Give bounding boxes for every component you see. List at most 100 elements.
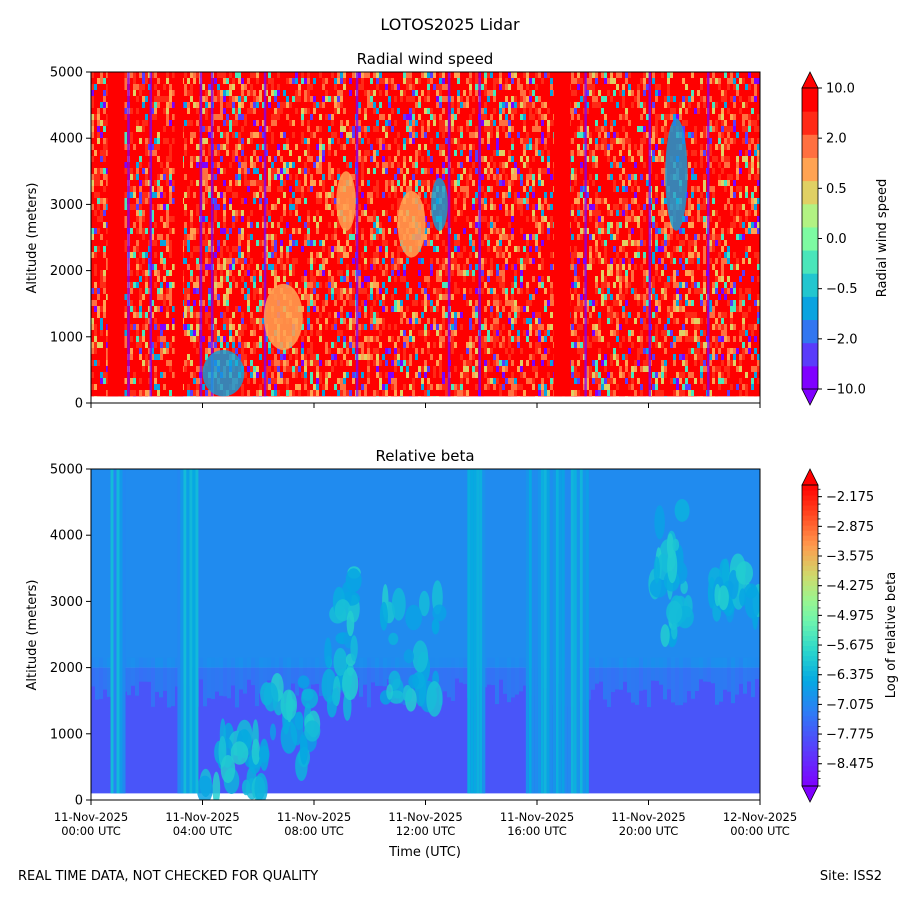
wind-speckle-cell [580, 168, 583, 174]
wind-speckle-cell [307, 234, 310, 240]
wind-speckle-cell [520, 114, 523, 120]
wind-speckle-cell [358, 306, 361, 312]
wind-speckle-cell [688, 240, 691, 246]
wind-speckle-cell [241, 96, 244, 102]
wind-speckle-cell [295, 360, 298, 366]
wind-speckle-cell [205, 90, 208, 96]
wind-speckle-cell [691, 192, 694, 198]
wind-speckle-cell [148, 162, 151, 168]
wind-speckle-cell [253, 372, 256, 378]
wind-speckle-cell [529, 246, 532, 252]
wind-speckle-cell [517, 306, 520, 312]
wind-speckle-cell [328, 372, 331, 378]
wind-speckle-cell [694, 312, 697, 318]
wind-speckle-cell [490, 168, 493, 174]
wind-speckle-cell [169, 120, 172, 126]
wind-speckle-cell [697, 216, 700, 222]
wind-speckle-cell [571, 234, 574, 240]
wind-speckle-cell [130, 168, 133, 174]
wind-speckle-cell [316, 162, 319, 168]
wind-speckle-cell [100, 216, 103, 222]
wind-speckle-cell [250, 348, 253, 354]
wind-speckle-cell [262, 324, 265, 330]
wind-speckle-cell [493, 228, 496, 234]
wind-speckle-cell [694, 354, 697, 360]
wind-speckle-cell [388, 348, 391, 354]
wind-speckle-cell [499, 312, 502, 318]
wind-speckle-cell [595, 138, 598, 144]
wind-speckle-cell [373, 276, 376, 282]
wind-speckle-cell [409, 114, 412, 120]
wind-speckle-cell [313, 360, 316, 366]
wind-speckle-cell [463, 366, 466, 372]
wind-speckle-cell [169, 282, 172, 288]
wind-speckle-cell [652, 384, 655, 390]
wind-speckle-cell [472, 96, 475, 102]
wind-speckle-cell [205, 348, 208, 354]
wind-speckle-cell [133, 282, 136, 288]
wind-speckle-cell [496, 246, 499, 252]
wind-speckle-cell [226, 132, 229, 138]
wind-speckle-cell [487, 186, 490, 192]
wind-speckle-cell [406, 114, 409, 120]
wind-speckle-cell [514, 390, 517, 396]
wind-speckle-cell [283, 168, 286, 174]
wind-speckle-cell [439, 360, 442, 366]
wind-speckle-cell [628, 240, 631, 246]
wind-speckle-cell [184, 138, 187, 144]
wind-speckle-cell [163, 294, 166, 300]
wind-speckle-cell [259, 336, 262, 342]
wind-speckle-cell [223, 192, 226, 198]
wind-speckle-cell [388, 276, 391, 282]
wind-speckle-cell [475, 72, 478, 78]
wind-speckle-cell [277, 72, 280, 78]
wind-speckle-cell [184, 210, 187, 216]
wind-speckle-cell [148, 240, 151, 246]
wind-speckle-cell [184, 258, 187, 264]
wind-speckle-cell [97, 132, 100, 138]
wind-speckle-cell [310, 372, 313, 378]
wind-speckle-cell [154, 84, 157, 90]
wind-speckle-cell [604, 300, 607, 306]
wind-speckle-cell [145, 78, 148, 84]
wind-speckle-cell [226, 276, 229, 282]
wind-speckle-cell [676, 246, 679, 252]
wind-speckle-cell [496, 252, 499, 258]
wind-speckle-cell [646, 114, 649, 120]
wind-speckle-cell [187, 354, 190, 360]
wind-speckle-cell [139, 288, 142, 294]
wind-speckle-cell [655, 120, 658, 126]
wind-speckle-cell [277, 108, 280, 114]
wind-speckle-cell [343, 246, 346, 252]
wind-speckle-cell [241, 354, 244, 360]
wind-speckle-cell [592, 180, 595, 186]
wind-speckle-cell [187, 108, 190, 114]
wind-speckle-cell [532, 126, 535, 132]
wind-speckle-cell [388, 216, 391, 222]
wind-speckle-cell [214, 294, 217, 300]
wind-speckle-cell [97, 168, 100, 174]
wind-speckle-cell [202, 96, 205, 102]
wind-speckle-cell [106, 258, 109, 264]
wind-speckle-cell [106, 264, 109, 270]
wind-speckle-cell [535, 372, 538, 378]
wind-speckle-cell [526, 102, 529, 108]
wind-speckle-cell [403, 72, 406, 78]
wind-speckle-cell [163, 192, 166, 198]
wind-speckle-cell [307, 150, 310, 156]
wind-speckle-cell [190, 360, 193, 366]
wind-speckle-cell [508, 126, 511, 132]
wind-speckle-cell [691, 174, 694, 180]
wind-speckle-cell [517, 258, 520, 264]
wind-speckle-cell [223, 228, 226, 234]
wind-speckle-cell [463, 288, 466, 294]
wind-speckle-cell [337, 294, 340, 300]
wind-speckle-cell [277, 360, 280, 366]
wind-speckle-cell [262, 282, 265, 288]
wind-speckle-cell [154, 384, 157, 390]
wind-speckle-cell [589, 210, 592, 216]
wind-speckle-cell [334, 318, 337, 324]
wind-speckle-cell [316, 366, 319, 372]
wind-speckle-cell [238, 270, 241, 276]
wind-speckle-cell [226, 306, 229, 312]
